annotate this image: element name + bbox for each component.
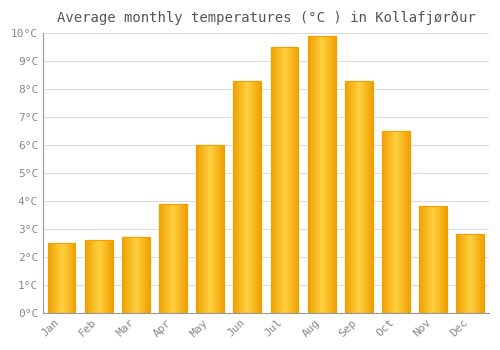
Bar [345,81,373,313]
Bar [48,243,76,313]
Bar [270,47,298,313]
Bar [345,81,373,313]
Bar [159,204,187,313]
Bar [382,131,410,313]
Bar [234,81,262,313]
Bar [456,234,484,313]
Bar [122,237,150,313]
Bar [85,240,112,313]
Bar [85,240,112,313]
Bar [234,81,262,313]
Bar [48,243,76,313]
Bar [196,145,224,313]
Bar [196,145,224,313]
Bar [122,237,150,313]
Bar [419,206,447,313]
Bar [456,234,484,313]
Bar [308,36,336,313]
Bar [270,47,298,313]
Title: Average monthly temperatures (°C ) in Kollafjørður: Average monthly temperatures (°C ) in Ko… [56,11,476,25]
Bar [419,206,447,313]
Bar [382,131,410,313]
Bar [159,204,187,313]
Bar [308,36,336,313]
